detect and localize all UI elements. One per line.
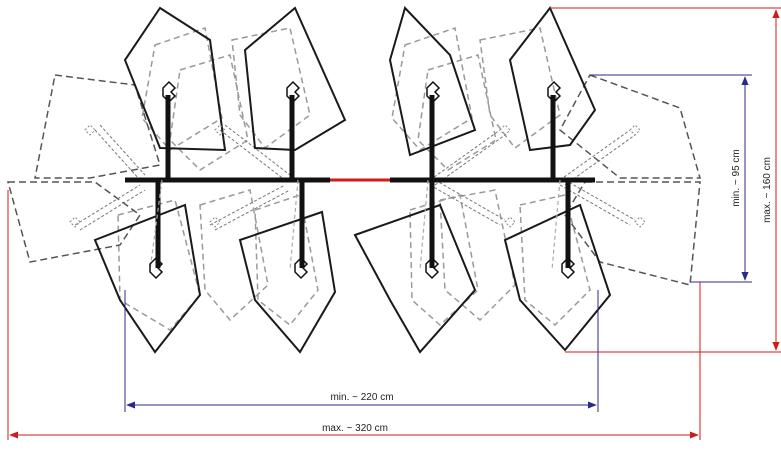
connector-icon (294, 256, 309, 280)
panel-top-2 (243, 6, 347, 152)
connector-icon (504, 216, 516, 228)
ghost-panel-top-4a (479, 27, 561, 150)
struts (155, 95, 571, 268)
ghost-panel-left-bottom (7, 181, 142, 263)
connector-glyphs (149, 80, 576, 280)
connector-icon (69, 216, 81, 228)
center-boom (125, 95, 595, 271)
min-height-label: min. ~ 95 cm (731, 149, 742, 207)
ghost-panel-left-top (34, 74, 161, 179)
ghost-panel-bottom-2a (254, 194, 319, 327)
connector-icon (499, 124, 511, 136)
max-width-label: max. ~ 320 cm (322, 423, 388, 434)
ghost-panel-bottom-1b (199, 189, 269, 322)
connector-icon (634, 216, 646, 228)
hinge-links (74, 124, 636, 231)
panel-bottom-2 (238, 210, 337, 354)
ghost-panel-bottom-4a (519, 194, 591, 327)
panel-top-1 (123, 6, 227, 152)
connector-icon (84, 124, 96, 136)
panel-bottom-3 (353, 203, 477, 354)
connector-icon (149, 256, 164, 280)
connector-icon (286, 80, 301, 104)
panel-top-3 (388, 6, 477, 157)
connector-icon (214, 124, 226, 136)
ghost-panel-bottom-3b (439, 189, 516, 322)
ghost-connector-glyphs (69, 124, 646, 228)
panel-bottom-1 (93, 203, 202, 354)
connector-icon (629, 124, 641, 136)
connector-icon (547, 80, 562, 104)
ghost-panel-top-1b (169, 54, 249, 171)
connector-icon (162, 80, 177, 104)
panel-bottom-4 (503, 203, 612, 352)
ghost-panel-top-3b (417, 54, 497, 171)
red-dimensions (7, 7, 781, 440)
min-width-label: min. ~ 220 cm (330, 392, 393, 403)
connector-icon (561, 256, 576, 280)
blue-dimensions (124, 74, 752, 412)
connector-icon (426, 80, 441, 104)
ghost-panel-top-3a (391, 27, 473, 151)
connector-icon (209, 216, 221, 228)
max-height-label: max. ~ 160 cm (762, 157, 773, 223)
connector-icon (425, 256, 440, 280)
ghost-panel-right-top (559, 74, 701, 179)
ghost-struts (149, 179, 561, 271)
panel-top-4 (508, 6, 597, 152)
